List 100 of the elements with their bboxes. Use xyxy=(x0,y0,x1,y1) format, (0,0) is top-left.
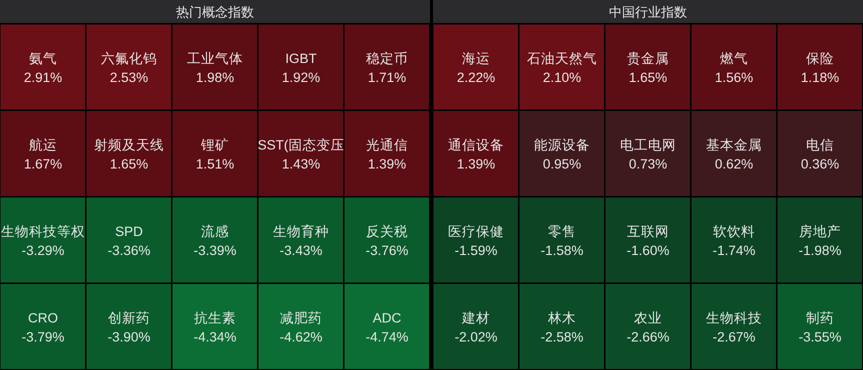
tile: 航运 1.67% xyxy=(0,111,85,196)
tile: 海运 2.22% xyxy=(434,24,518,110)
category-label: 保险 xyxy=(806,50,834,66)
tile: 反关税 -3.76% xyxy=(344,198,429,282)
data-label: 2.10% xyxy=(542,70,582,85)
category-label: 工业气体 xyxy=(187,50,243,66)
data-label: -2.02% xyxy=(454,329,498,344)
category-label: 光通信 xyxy=(366,137,408,152)
tile: 氨气 2.91% xyxy=(0,24,85,110)
tile: 贵金属 1.65% xyxy=(606,24,690,110)
data-label: 1.92% xyxy=(282,70,320,85)
tile: 零售 -1.58% xyxy=(520,198,604,282)
category-label: 零售 xyxy=(548,224,576,239)
category-label: 氨气 xyxy=(29,50,57,66)
data-label: -3.29% xyxy=(22,242,64,258)
tile: 减肥药 -4.62% xyxy=(258,284,343,369)
category-label: 流感 xyxy=(201,224,229,239)
tile: 基本金属 0.62% xyxy=(692,111,776,196)
data-label: 1.39% xyxy=(368,156,406,172)
category-label: 基本金属 xyxy=(706,137,762,152)
data-label: -4.34% xyxy=(194,329,236,344)
category-label: 能源设备 xyxy=(534,137,590,152)
data-label: -3.76% xyxy=(366,242,408,258)
data-label: -2.66% xyxy=(626,329,670,344)
data-label: 1.65% xyxy=(110,156,148,172)
data-label: 1.18% xyxy=(800,70,840,85)
tile: 医疗保健 -1.59% xyxy=(434,198,518,282)
tile: 抗生素 -4.34% xyxy=(172,284,257,369)
category-label: SPD xyxy=(115,224,144,239)
tile: 创新药 -3.90% xyxy=(86,284,171,369)
tile: 制药 -3.55% xyxy=(778,284,862,369)
data-label: 0.95% xyxy=(542,156,582,172)
category-label: 农业 xyxy=(634,310,662,326)
category-label: 抗生素 xyxy=(194,310,236,326)
tile: 能源设备 0.95% xyxy=(520,111,604,196)
tile: 生物科技 -2.67% xyxy=(692,284,776,369)
category-label: 燃气 xyxy=(720,50,748,66)
tile: 生物育种 -3.43% xyxy=(258,198,343,282)
tile: 工业气体 1.98% xyxy=(172,24,257,110)
category-label: 减肥药 xyxy=(280,310,322,326)
data-label: -3.79% xyxy=(22,329,64,344)
category-label: ADC xyxy=(372,310,402,326)
data-label: -1.59% xyxy=(454,242,498,258)
category-label: 建材 xyxy=(461,310,490,326)
data-label: 2.53% xyxy=(110,70,148,85)
tile: 房地产 -1.98% xyxy=(778,198,862,282)
tile: 石油天然气 2.10% xyxy=(520,24,604,110)
category-label: 医疗保健 xyxy=(448,224,504,239)
category-label: 通信设备 xyxy=(448,137,504,152)
data-label: -3.36% xyxy=(108,242,150,258)
data-label: 1.67% xyxy=(24,156,62,172)
data-label: 1.56% xyxy=(714,70,754,85)
data-label: -2.58% xyxy=(540,329,584,344)
data-label: 2.22% xyxy=(456,70,496,85)
data-label: 1.39% xyxy=(456,156,496,172)
data-label: 1.51% xyxy=(196,156,234,172)
category-label: 软饮料 xyxy=(713,224,755,239)
tile: 六氟化钨 2.53% xyxy=(86,24,171,110)
text: 中国行业指数 xyxy=(609,4,687,20)
data-label: -3.90% xyxy=(108,329,150,344)
data-label: -4.62% xyxy=(280,329,322,344)
data-label: -1.98% xyxy=(798,242,842,258)
data-label: -1.60% xyxy=(626,242,670,258)
tile: 软饮料 -1.74% xyxy=(692,198,776,282)
category-label: 石油天然气 xyxy=(527,50,597,66)
data-label: -3.55% xyxy=(798,329,842,344)
tile: 电信 0.36% xyxy=(778,111,862,196)
category-label: 海运 xyxy=(462,50,490,66)
text: 热门概念指数 xyxy=(176,4,254,20)
tile: SPD -3.36% xyxy=(86,198,171,282)
tile: 建材 -2.02% xyxy=(434,284,518,369)
category-label: 房地产 xyxy=(799,224,841,239)
category-label: 稳定币 xyxy=(366,50,408,66)
data-label: 1.98% xyxy=(196,70,234,85)
tile: ADC -4.74% xyxy=(344,284,429,369)
tile: 稳定币 1.71% xyxy=(344,24,429,110)
tile: 通信设备 1.39% xyxy=(434,111,518,196)
category-label: 反关税 xyxy=(366,224,408,239)
data-label: 1.65% xyxy=(628,70,668,85)
tile: 保险 1.18% xyxy=(778,24,862,110)
data-label: -2.67% xyxy=(712,329,756,344)
data-label: -4.74% xyxy=(366,329,408,344)
category-label: 航运 xyxy=(29,137,57,152)
category-label: 射频及天线 xyxy=(94,137,164,152)
tile: 燃气 1.56% xyxy=(692,24,776,110)
category-label: 创新药 xyxy=(108,310,150,326)
tile: 光通信 1.39% xyxy=(344,111,429,196)
data-label: -3.43% xyxy=(280,242,322,258)
category-label: IGBT xyxy=(285,50,317,66)
category-label: 贵金属 xyxy=(627,50,669,66)
category-label: 生物科技等权 xyxy=(1,224,85,239)
tile: 农业 -2.66% xyxy=(606,284,690,369)
tile: 电工电网 0.73% xyxy=(606,111,690,196)
category-label: 林木 xyxy=(547,310,576,326)
tile: 锂矿 1.51% xyxy=(172,111,257,196)
tile: 流感 -3.39% xyxy=(172,198,257,282)
category-label: 互联网 xyxy=(627,224,669,239)
category-label: 六氟化钨 xyxy=(101,50,157,66)
category-label: 生物育种 xyxy=(273,222,329,239)
tile: 互联网 -1.60% xyxy=(606,198,690,282)
